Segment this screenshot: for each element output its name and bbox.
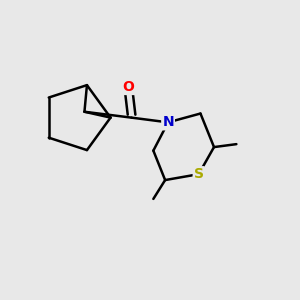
Text: N: N — [162, 116, 174, 129]
Text: S: S — [194, 167, 204, 181]
Text: O: O — [123, 80, 135, 94]
